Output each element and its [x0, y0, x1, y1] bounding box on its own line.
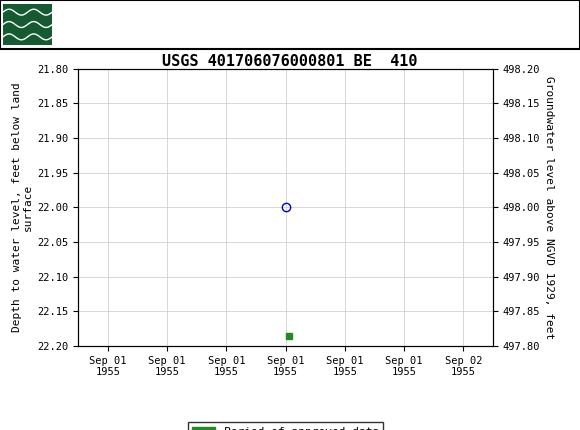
Y-axis label: Depth to water level, feet below land
surface: Depth to water level, feet below land su… [12, 83, 33, 332]
Y-axis label: Groundwater level above NGVD 1929, feet: Groundwater level above NGVD 1929, feet [545, 76, 554, 339]
Legend: Period of approved data: Period of approved data [188, 423, 383, 430]
Text: USGS: USGS [58, 15, 113, 34]
Text: USGS 401706076000801 BE  410: USGS 401706076000801 BE 410 [162, 54, 418, 68]
Bar [3, 4, 52, 45]
